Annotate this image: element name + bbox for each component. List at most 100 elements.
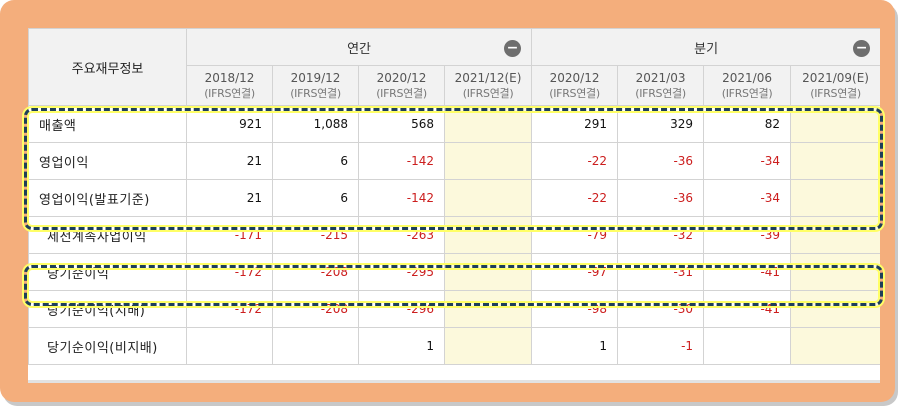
table-cell: -79 xyxy=(531,216,619,254)
table-cell: -31 xyxy=(617,253,705,291)
table-cell: -34 xyxy=(703,142,792,180)
column-basis: (IFRS연결) xyxy=(721,86,773,100)
table-cell: -171 xyxy=(186,216,273,254)
table-cell xyxy=(790,290,880,328)
group-label-quarterly: 분기 xyxy=(694,41,719,57)
table-cell: -263 xyxy=(358,216,445,254)
table-row: 매출액 921 1,088 568 291 329 82 xyxy=(28,105,880,143)
group-label-annual: 연간 xyxy=(347,41,371,57)
table-cell: -22 xyxy=(531,179,619,217)
group-header-annual: 연간 − xyxy=(185,28,533,66)
table-cell: -36 xyxy=(617,179,705,217)
row-label[interactable]: 당기순이익(지배) xyxy=(28,290,187,328)
table-cell: 329 xyxy=(617,105,705,143)
column-date: 2021/03 xyxy=(635,70,686,85)
table-cell xyxy=(703,327,792,365)
table-cell xyxy=(790,142,880,180)
table-cell xyxy=(443,179,533,217)
collapse-annual-button[interactable]: − xyxy=(504,40,522,57)
table-cell xyxy=(443,253,533,291)
row-label[interactable]: 영업이익 xyxy=(28,142,187,180)
column-date: 2020/12 xyxy=(376,70,427,85)
table-cell: 291 xyxy=(531,105,619,143)
column-date: 2020/12 xyxy=(549,70,600,85)
column-date: 2021/06 xyxy=(722,70,772,85)
column-basis: (IFRS연결) xyxy=(462,86,514,100)
row-label[interactable]: 세전계속사업이익 xyxy=(28,216,187,254)
column-header: 2018/12 (IFRS연결) xyxy=(186,65,273,106)
column-basis: (IFRS연결) xyxy=(204,86,255,100)
group-header-quarterly: 분기 − xyxy=(531,28,880,66)
column-header: 2019/12 (IFRS연결) xyxy=(272,65,359,106)
financial-table: 주요재무정보 연간 − 분기 − 2018/12 (IFRS연결) 2019/12(… xyxy=(28,28,880,365)
table-cell: -97 xyxy=(531,253,619,291)
table-cell: -172 xyxy=(186,290,273,328)
table-cell xyxy=(272,327,359,365)
table-cell: -296 xyxy=(358,290,445,328)
table-cell: -215 xyxy=(272,216,359,254)
table-cell: 21 xyxy=(186,142,273,180)
row-label[interactable]: 당기순이익(비지배) xyxy=(28,327,187,365)
corner-header: 주요재무정보 xyxy=(28,28,187,106)
table-cell: -41 xyxy=(703,290,792,328)
table-cell: 82 xyxy=(703,105,792,143)
table-cell: -22 xyxy=(531,142,619,180)
collapse-quarterly-button[interactable]: − xyxy=(853,40,871,57)
table-cell: -36 xyxy=(617,142,705,180)
table-cell xyxy=(443,105,533,143)
table-row: 영업이익(발표기준) 21 6 -142 -22 -36 -34 xyxy=(28,179,880,217)
table-cell: 6 xyxy=(272,179,359,217)
table-cell: -142 xyxy=(358,142,445,180)
column-header: 2020/12 (IFRS연결) xyxy=(358,65,445,106)
table-cell: -295 xyxy=(358,253,445,291)
column-date: 2021/09(E) xyxy=(802,70,869,85)
table-cell xyxy=(443,216,533,254)
table-cell: 1 xyxy=(531,327,619,365)
table-cell xyxy=(790,327,880,365)
column-header: 2021/03 (IFRS연결) xyxy=(617,65,705,106)
row-label[interactable]: 매출액 xyxy=(28,105,187,143)
table-cell: 1 xyxy=(358,327,445,365)
column-header: 2020/12 (IFRS연결) xyxy=(531,65,619,106)
financial-summary-panel: 주요재무정보 연간 − 분기 − 2018/12 (IFRS연결) 2019/12(… xyxy=(28,28,880,383)
table-cell: -208 xyxy=(272,253,359,291)
table-cell: -30 xyxy=(617,290,705,328)
table-cell xyxy=(790,216,880,254)
column-basis: (IFRS연결) xyxy=(290,86,341,100)
table-cell: -32 xyxy=(617,216,705,254)
table-cell xyxy=(790,179,880,217)
column-date: 2019/12 xyxy=(290,70,341,85)
row-label[interactable]: 당기순이익 xyxy=(28,253,187,291)
table-cell xyxy=(443,327,533,365)
table-cell: 921 xyxy=(186,105,273,143)
table-row: 영업이익 21 6 -142 -22 -36 -34 xyxy=(28,142,880,180)
table-cell: -41 xyxy=(703,253,792,291)
row-label[interactable]: 영업이익(발표기준) xyxy=(28,179,187,217)
table-cell: 6 xyxy=(272,142,359,180)
table-cell xyxy=(790,105,880,143)
column-header: 2021/06 (IFRS연결) xyxy=(703,65,792,106)
table-cell xyxy=(186,327,273,365)
table-cell: -98 xyxy=(531,290,619,328)
table-cell: -1 xyxy=(617,327,705,365)
table-cell: 568 xyxy=(358,105,445,143)
table-bottom-rule xyxy=(28,380,880,383)
table-cell: -34 xyxy=(703,179,792,217)
column-basis: (IFRS연결) xyxy=(549,86,600,100)
table-row: 당기순이익 -172 -208 -295 -97 -31 -41 xyxy=(28,253,880,291)
table-cell xyxy=(790,253,880,291)
column-date: 2021/12(E) xyxy=(454,70,522,85)
table-cell: -208 xyxy=(272,290,359,328)
table-row: 세전계속사업이익 -171 -215 -263 -79 -32 -39 xyxy=(28,216,880,254)
table-cell: -39 xyxy=(703,216,792,254)
table-row: 당기순이익(지배) -172 -208 -296 -98 -30 -41 xyxy=(28,290,880,328)
column-header: 2021/09(E) (IFRS연결) xyxy=(790,65,880,106)
table-cell xyxy=(443,290,533,328)
column-basis: (IFRS연결) xyxy=(376,86,427,100)
table-cell: -172 xyxy=(186,253,273,291)
table-row: 당기순이익(비지배) 1 1 -1 xyxy=(28,327,880,365)
table-cell: -142 xyxy=(358,179,445,217)
table-cell xyxy=(443,142,533,180)
table-cell: 21 xyxy=(186,179,273,217)
column-header: 2021/12(E) (IFRS연결) xyxy=(443,65,533,106)
